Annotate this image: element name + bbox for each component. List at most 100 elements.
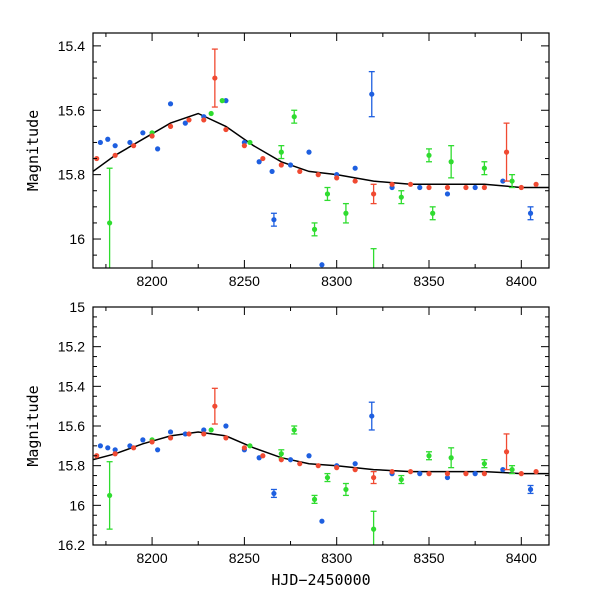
data-point [271,490,277,497]
data-point [127,139,133,146]
data-point [503,149,510,155]
data-point [407,469,414,475]
data-point [247,443,253,449]
data-point [518,184,524,191]
series-1 [106,425,516,545]
data-point [463,184,469,191]
series-1 [106,98,516,280]
data-point [223,98,229,104]
data-point [527,486,534,493]
y-tick-label: 15.4 [58,38,85,54]
data-point [97,443,103,449]
data-point [97,139,103,146]
y-tick-label: 16.2 [58,537,85,553]
plot-data-area [93,48,549,280]
data-point [352,165,358,171]
data-point [371,275,376,280]
data-point [306,149,312,155]
data-point [315,172,321,178]
data-point [444,474,451,481]
data-point [256,159,262,165]
data-point [247,139,253,146]
data-point [271,217,277,223]
data-point [260,453,266,459]
data-point [105,445,111,451]
data-point [201,431,207,437]
data-point [131,143,137,149]
data-point [182,120,188,126]
data-point [407,181,414,187]
y-tick-label: 16 [69,497,85,513]
data-point [112,143,118,149]
data-point [311,496,318,502]
data-point [297,168,303,175]
x-tick-label: 8350 [413,550,444,566]
data-point [319,518,325,524]
data-point [430,210,436,216]
data-point [444,191,451,197]
data-point [155,447,161,453]
data-point [398,194,404,200]
data-point [269,168,275,175]
model-curve [93,112,549,189]
data-point [533,469,539,475]
data-point [201,117,207,123]
data-point [343,210,349,216]
x-tick-label: 8300 [321,273,352,289]
data-point [112,152,118,158]
series-2 [94,387,539,485]
data-point [140,437,146,443]
y-tick-label: 15 [69,299,85,315]
data-point [463,471,469,477]
data-point [448,159,454,165]
plot-data-area [93,387,549,545]
data-point [389,469,395,475]
data-point [509,467,515,473]
series-2 [94,48,539,205]
data-point [278,451,284,457]
plot-frame [92,32,550,269]
data-point [319,262,325,268]
data-point [481,461,487,467]
y-tick-label: 15.2 [58,339,85,355]
data-point [167,101,174,107]
data-point [398,476,404,483]
data-point [509,178,515,184]
data-point [426,184,432,191]
y-tick-label: 15.8 [58,167,85,183]
data-point [444,184,451,191]
data-point [131,445,137,451]
y-tick-label: 15.4 [58,378,85,394]
series-0 [97,70,534,268]
data-point [291,114,297,120]
data-point [352,178,358,184]
data-point [278,457,284,463]
data-point [278,149,284,155]
x-axis-label: HJD−2450000 [271,571,370,589]
y-tick-label: 15.6 [58,418,85,434]
data-point [260,155,266,162]
x-tick-label: 8250 [229,550,260,566]
data-point [107,492,113,499]
data-point [371,526,377,532]
data-point [311,226,318,232]
data-point [324,191,331,197]
data-point [208,427,214,433]
data-point [223,423,229,429]
x-tick-label: 8350 [413,273,444,289]
data-point [112,451,118,457]
x-tick-label: 8200 [136,273,167,289]
data-point [182,431,188,437]
data-point [223,126,229,133]
data-point [297,461,303,467]
data-point [426,471,432,477]
data-point [140,130,146,136]
data-point [426,152,432,158]
model-curve [93,431,549,475]
data-point [167,429,174,435]
data-point [291,427,297,433]
data-point [112,447,118,453]
data-point [500,178,506,184]
data-point [186,117,192,123]
y-tick-label: 16 [69,231,85,247]
